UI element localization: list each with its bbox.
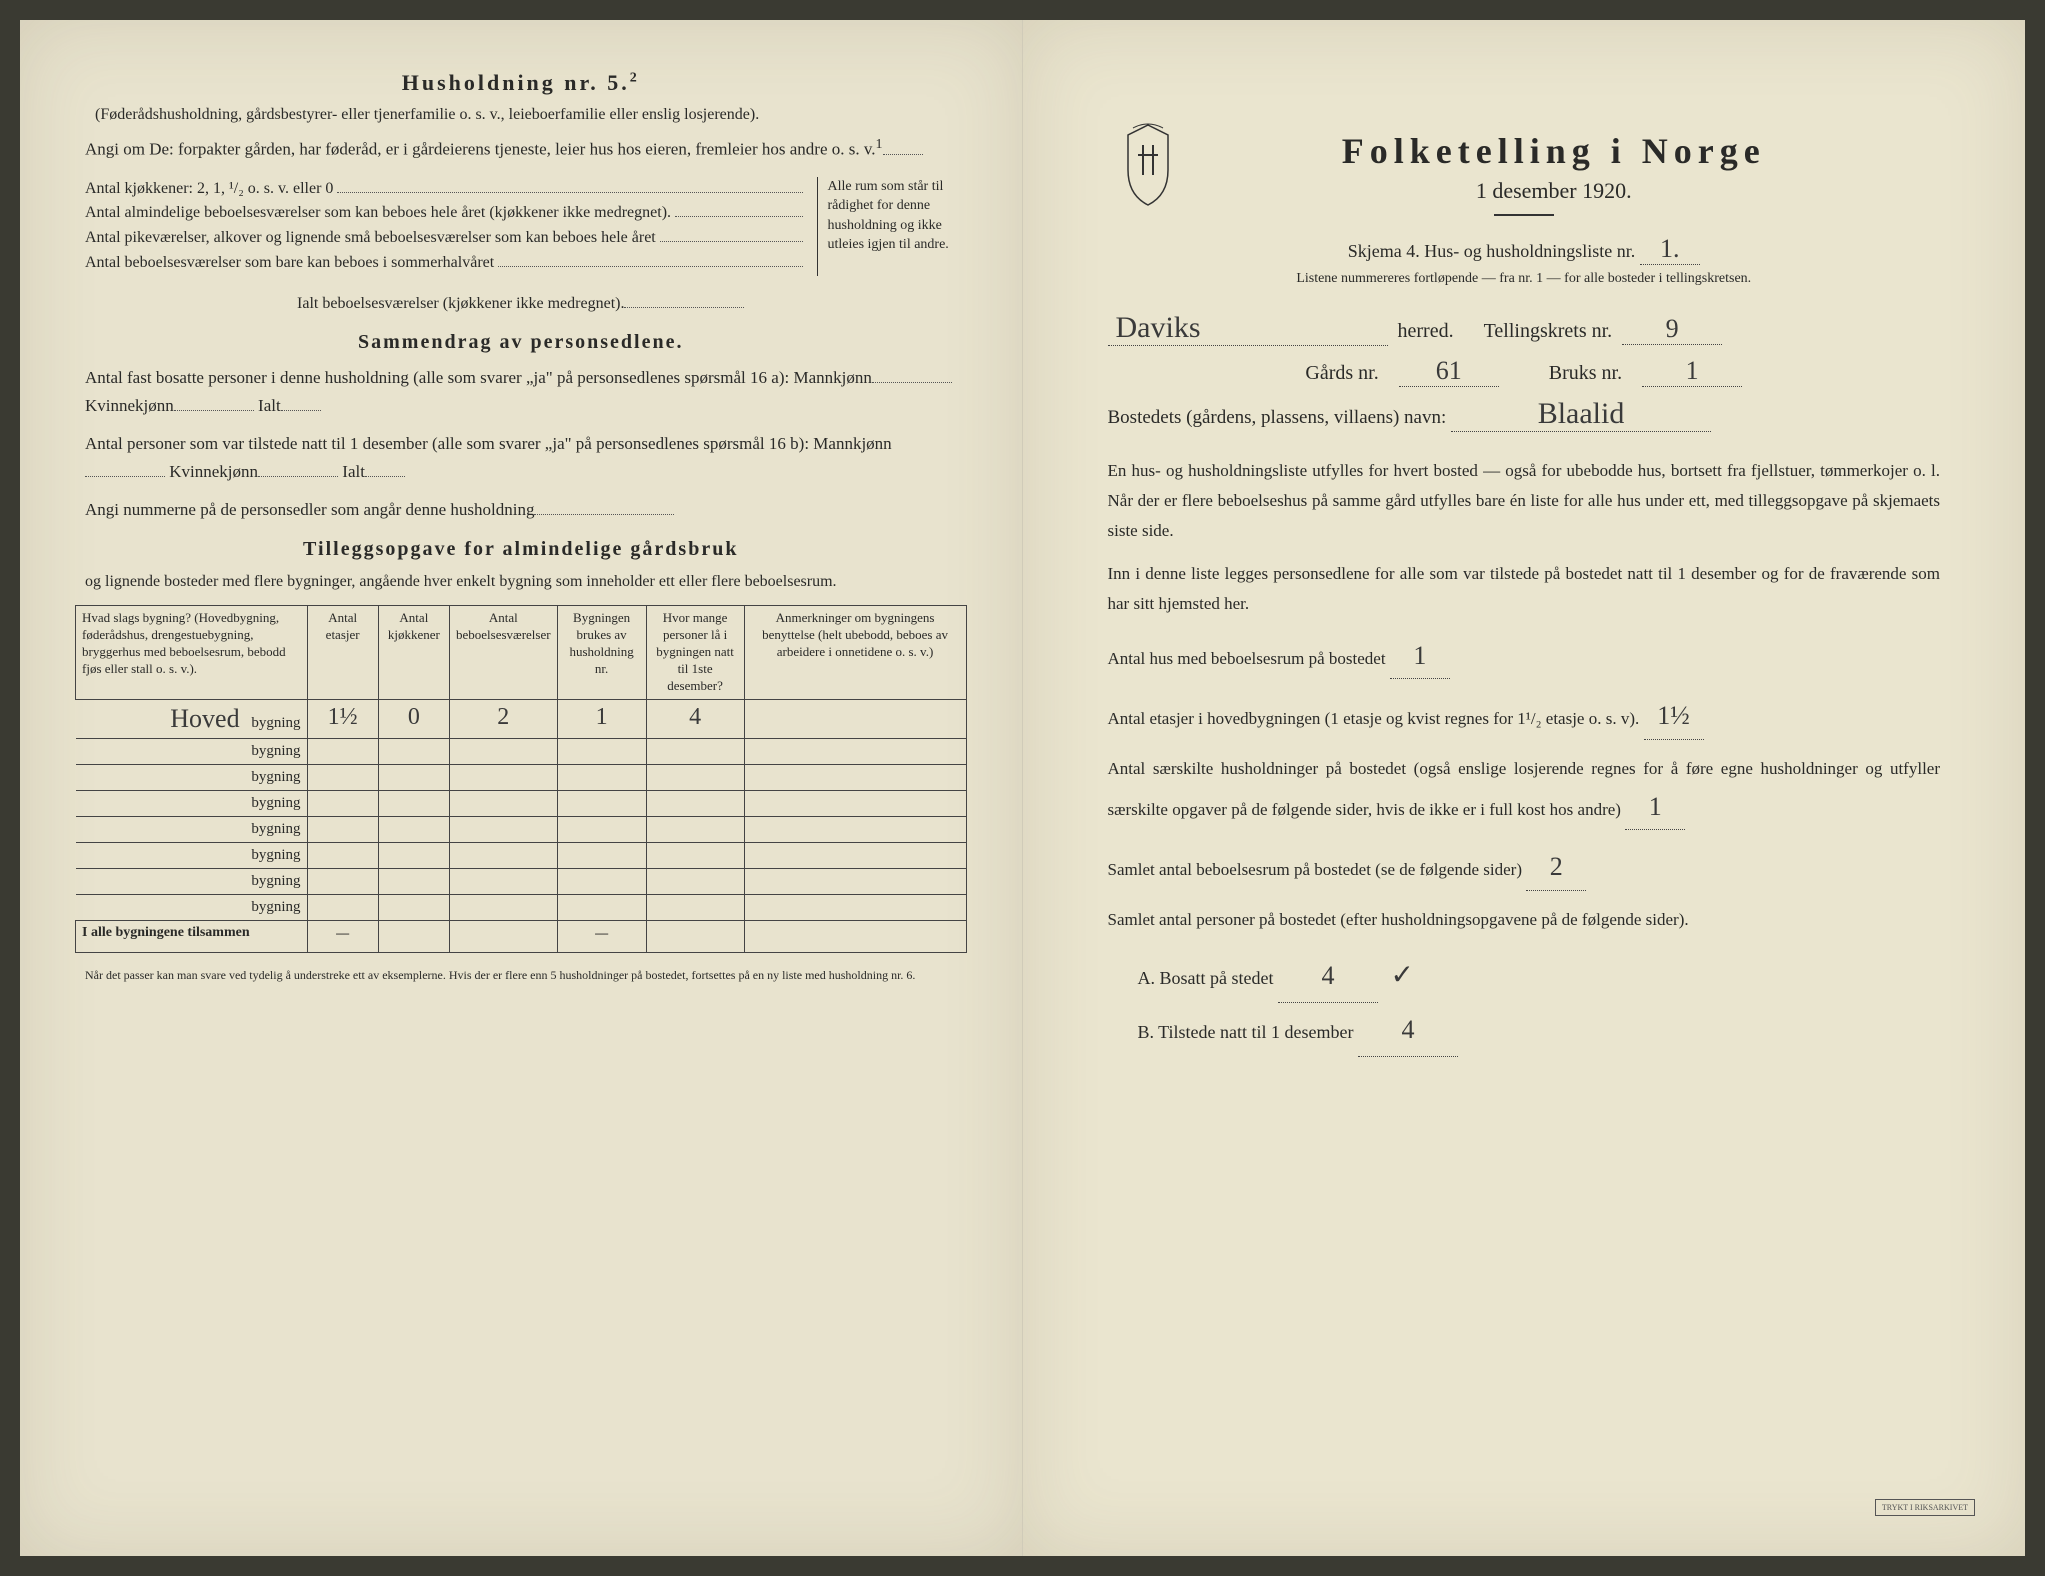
- table-head: Hvad slags bygning? (Hovedbygning, føder…: [76, 606, 967, 699]
- bruks-value: 1: [1642, 356, 1742, 387]
- kitchen-block: Antal kjøkkener: 2, 1, ¹/₂ o. s. v. elle…: [85, 177, 957, 276]
- tillegg-title: Tilleggsopgave for almindelige gårdsbruk: [75, 538, 967, 561]
- document-spread: Husholdning nr. 5.2 (Føderådshusholdning…: [20, 20, 2025, 1556]
- tillegg-sub: og lignende bosteder med flere bygninger…: [85, 571, 957, 593]
- table-row: bygning: [76, 816, 967, 842]
- household-title: Husholdning nr. 5.2: [75, 70, 967, 96]
- row1-beboelse: 2: [449, 699, 557, 738]
- antal-etasjer-value: 1½: [1644, 693, 1704, 740]
- ialt-row: Ialt beboelsesværelser (kjøkkener ikke m…: [85, 292, 957, 313]
- a-line: A. Bosatt på stedet 4 ✓: [1138, 948, 1911, 1004]
- title-rule: [1494, 214, 1554, 216]
- table-row: bygning: [76, 842, 967, 868]
- table-row: Hoved bygning 1½ 0 2 1 4: [76, 699, 967, 738]
- coat-of-arms-icon: [1113, 120, 1183, 210]
- kitchen-line-2: Antal pikeværelser, alkover og lignende …: [85, 226, 807, 251]
- printer-stamp: TRYKT I RIKSARKIVET: [1875, 1499, 1975, 1516]
- sammendrag-title: Sammendrag av personsedlene.: [75, 331, 967, 354]
- row1-hushold: 1: [557, 699, 646, 738]
- skjema-line: Skjema 4. Hus- og husholdningsliste nr. …: [1078, 234, 1971, 265]
- household-title-sup: 2: [630, 71, 640, 86]
- sammendrag-1: Antal fast bosatte personer i denne hush…: [85, 364, 957, 420]
- brace-note: Alle rum som står til rådighet for denne…: [817, 177, 957, 276]
- para1: En hus- og husholdningsliste utfylles fo…: [1108, 456, 1941, 545]
- th-3: Antal beboelsesværelser: [449, 606, 557, 699]
- kitchen-left: Antal kjøkkener: 2, 1, ¹/₂ o. s. v. elle…: [85, 177, 807, 276]
- table-row: bygning: [76, 738, 967, 764]
- ab-block: A. Bosatt på stedet 4 ✓ B. Tilstede natt…: [1138, 948, 1911, 1057]
- th-5: Hvor mange personer lå i bygningen natt …: [646, 606, 744, 699]
- sammendrag-2: Antal personer som var tilstede natt til…: [85, 430, 957, 486]
- bosted-value: Blaalid: [1451, 397, 1711, 432]
- th-1: Antal etasjer: [307, 606, 378, 699]
- household-paren: (Føderådshusholdning, gårdsbestyrer- ell…: [95, 104, 947, 126]
- table-row: bygning: [76, 868, 967, 894]
- skjema-nr-value: 1.: [1640, 234, 1700, 265]
- a-value: 4: [1278, 950, 1378, 1003]
- listene-note: Listene nummereres fortløpende — fra nr.…: [1078, 271, 1971, 287]
- row1-kjokken: 0: [378, 699, 449, 738]
- table-sum-row: I alle bygningene tilsammen — —: [76, 920, 967, 952]
- kitchen-line-0: Antal kjøkkener: 2, 1, ¹/₂ o. s. v. elle…: [85, 177, 807, 202]
- th-2: Antal kjøkkener: [378, 606, 449, 699]
- antal-saer-value: 1: [1625, 784, 1685, 831]
- samlet-rum-value: 2: [1526, 844, 1586, 891]
- antal-saer-line: Antal særskilte husholdninger på bostede…: [1108, 754, 1941, 830]
- samlet-rum-line: Samlet antal beboelsesrum på bostedet (s…: [1108, 844, 1941, 891]
- right-page: Folketelling i Norge 1 desember 1920. Sk…: [1023, 20, 2026, 1556]
- census-title: Folketelling i Norge: [1138, 130, 1971, 172]
- angi-sup: 1: [876, 137, 883, 152]
- angi-block: Angi om De: forpakter gården, har føderå…: [85, 134, 957, 162]
- angi-blank: [883, 138, 923, 155]
- antal-hus-line: Antal hus med beboelsesrum på bostedet 1: [1108, 633, 1941, 680]
- table-row: bygning: [76, 764, 967, 790]
- kitchen-line-3: Antal beboelsesværelser som bare kan beb…: [85, 251, 807, 276]
- b-value: 4: [1358, 1004, 1458, 1057]
- gards-value: 61: [1399, 356, 1499, 387]
- bosted-line: Bostedets (gårdens, plassens, villaens) …: [1108, 397, 1941, 432]
- th-0: Hvad slags bygning? (Hovedbygning, føder…: [76, 606, 308, 699]
- herred-value: Daviks: [1108, 311, 1388, 346]
- antal-hus-value: 1: [1390, 633, 1450, 680]
- b-line: B. Tilstede natt til 1 desember 4: [1138, 1004, 1911, 1057]
- row1-type: Hoved bygning: [76, 699, 308, 738]
- row1-anm: [744, 699, 966, 738]
- table-row: bygning: [76, 790, 967, 816]
- row1-personer: 4: [646, 699, 744, 738]
- herred-line: Daviks herred. Tellingskrets nr. 9: [1108, 311, 1941, 346]
- checkmark-icon: ✓: [1390, 948, 1413, 1004]
- table-row: bygning: [76, 894, 967, 920]
- antal-etasjer-line: Antal etasjer i hovedbygningen (1 etasje…: [1108, 693, 1941, 740]
- angi-nummerne: Angi nummerne på de personsedler som ang…: [85, 496, 957, 524]
- left-page: Husholdning nr. 5.2 (Føderådshusholdning…: [20, 20, 1023, 1556]
- th-4: Bygningen brukes av husholdning nr.: [557, 606, 646, 699]
- th-6: Anmerkninger om bygningens benyttelse (h…: [744, 606, 966, 699]
- tellingskrets-value: 9: [1622, 314, 1722, 345]
- row1-etasjer: 1½: [307, 699, 378, 738]
- gards-line: Gårds nr. 61 Bruks nr. 1: [1108, 356, 1941, 387]
- bygning-table: Hvad slags bygning? (Hovedbygning, føder…: [75, 605, 967, 952]
- kitchen-line-1: Antal almindelige beboelsesværelser som …: [85, 201, 807, 226]
- footnote: Når det passer kan man svare ved tydelig…: [85, 967, 957, 984]
- census-date: 1 desember 1920.: [1138, 178, 1971, 204]
- samlet-pers-line: Samlet antal personer på bostedet (efter…: [1108, 905, 1941, 935]
- household-title-text: Husholdning nr. 5.: [402, 70, 630, 95]
- para2: Inn i denne liste legges personsedlene f…: [1108, 559, 1941, 619]
- angi-text: Angi om De: forpakter gården, har føderå…: [85, 140, 876, 159]
